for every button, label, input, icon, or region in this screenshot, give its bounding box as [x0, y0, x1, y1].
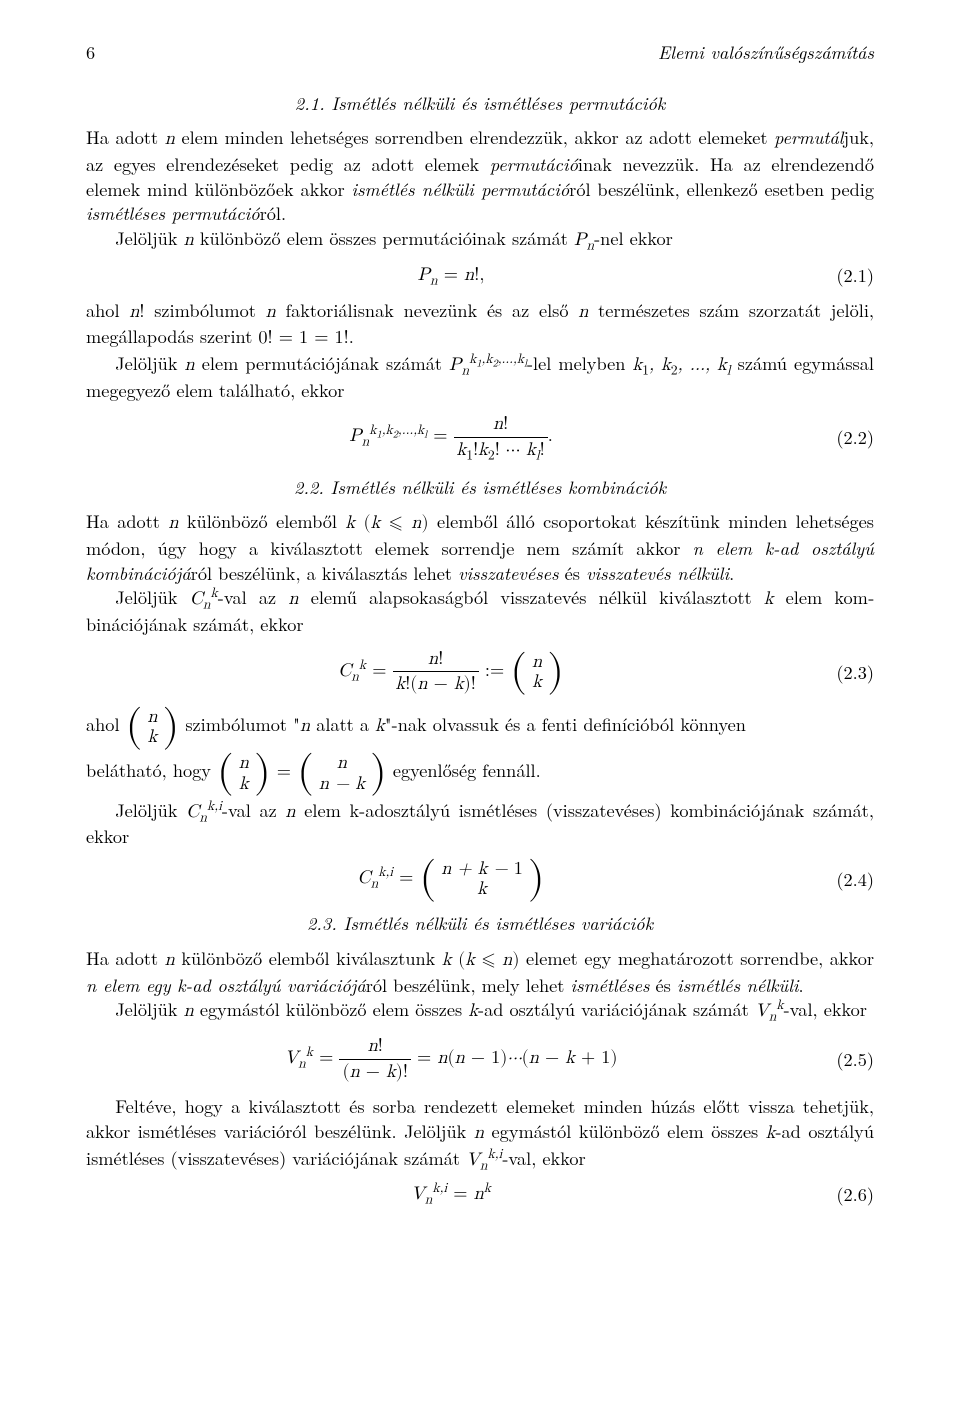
paragraph: Ha adott n elem minden lehetséges sorren…	[86, 125, 874, 226]
italic-term: ismétlés nélküli permutáció	[352, 176, 570, 202]
text: Ha adott	[86, 124, 165, 150]
text: Jelöljük	[115, 584, 189, 610]
text: "-nak olvassuk és a fenti definícióból k…	[385, 711, 746, 737]
page: 6 Elemi valószínűségszámítás 2.1. Ismétl…	[0, 0, 960, 1423]
text: elem permutációjának számát	[195, 350, 449, 376]
text: elemet egy meghatározott sorrendbe, akko…	[519, 945, 874, 971]
text: Jelöljük	[115, 350, 184, 376]
equation-2-1: Pn = n!, (2.1)	[86, 263, 874, 288]
section-title-2-2: 2.2. Ismétlés nélküli és ismétléses komb…	[86, 475, 874, 500]
paragraph: ahol n! szimbólumot n faktoriálisnak nev…	[86, 298, 874, 351]
text: és	[649, 972, 677, 998]
text: egymástól különböző elem összes	[194, 996, 469, 1022]
text: egyenlőség fennáll.	[393, 757, 541, 783]
paragraph: Jelöljük n különböző elem összes permutá…	[86, 226, 874, 253]
text: faktoriálisnak nevezünk és az első	[276, 297, 578, 323]
text: alatt a	[310, 711, 375, 737]
text: Jelöljük	[115, 225, 183, 251]
running-title: Elemi valószínűségszámítás	[658, 40, 874, 65]
text: szimbólumot	[145, 297, 266, 323]
italic-term: visszatevés nélküli	[586, 560, 729, 586]
text: belátható, hogy	[86, 757, 217, 783]
text: Jelöljük	[115, 996, 183, 1022]
text: ahol	[86, 297, 129, 323]
paragraph: Jelöljük Cnk,i-val az n elem k-adosztály…	[86, 798, 874, 849]
italic-term: per­mutál	[774, 124, 843, 150]
text: -lel melyben	[527, 350, 633, 376]
paragraph: Ha adott n különböző elemből k (k ⩽ n) e…	[86, 509, 874, 585]
italic-term: visszatevéses	[458, 560, 558, 586]
paragraph: belátható, hogy ( nk ) = ( nn − k ) egye…	[86, 753, 874, 793]
text: egymástól különböző elem összes	[484, 1118, 766, 1144]
paragraph: Jelöljük n egymástól különböző elem össz…	[86, 997, 874, 1024]
page-number: 6	[86, 40, 95, 65]
equation-number: (2.4)	[816, 867, 874, 892]
text: szimbólumot "	[185, 711, 300, 737]
section-title-2-3: 2.3. Ismétlés nélküli és ismétléses vari…	[86, 911, 874, 936]
running-header: 6 Elemi valószínűségszámítás	[86, 40, 874, 65]
section-title-2-1: 2.1. Ismétlés nélküli és ismétléses perm…	[86, 91, 874, 116]
equation-number: (2.2)	[816, 425, 874, 450]
equation-2-2: Pnk1,k2,…,kl = n! k1!k2! ⋯ kl! . (2.2)	[86, 412, 874, 462]
equation-number: (2.5)	[816, 1047, 874, 1072]
text: különböző elemből kiválasztunk	[175, 945, 442, 971]
text: Ha adott	[86, 508, 168, 534]
paragraph: Ha adott n különböző elemből kiválasztun…	[86, 946, 874, 997]
text: elem minden lehetséges sorrendben elrend…	[175, 124, 774, 150]
text: Ha adott	[86, 945, 165, 971]
text: elemű alapsokaságból visszatevés nélkül …	[299, 584, 764, 610]
text: különböző elem összes permutációinak szá…	[194, 225, 574, 251]
paragraph: ahol ( nk ) szimbólumot "n alatt a k"-na…	[86, 707, 874, 747]
text: -ad osztályú variációjának számát	[478, 996, 755, 1022]
text: -nel ekkor	[594, 225, 673, 251]
paragraph: Jelöljük n elem permutációjának számát P…	[86, 351, 874, 402]
italic-term: ismétléses	[570, 972, 649, 998]
text: -val az	[222, 797, 286, 823]
equation-2-3: Cnk = n! k!(n − k)! := ( nk ) (2.3)	[86, 647, 874, 697]
italic-term: ismétlés nélküli	[677, 972, 799, 998]
italic-term: permutáció	[490, 151, 578, 177]
paragraph: Feltéve, hogy a kiválasztott és sorba re…	[86, 1094, 874, 1172]
equation-number: (2.1)	[816, 263, 874, 288]
italic-term: n elem egy k-ad osztályú variációjá	[86, 972, 366, 998]
text: Jelöljük	[115, 797, 186, 823]
text: -val az	[218, 584, 289, 610]
text: -val, ekkor	[502, 1145, 585, 1171]
text: és	[559, 560, 587, 586]
text: különböző elemből	[179, 508, 346, 534]
text: ról.	[260, 200, 286, 226]
equation-number: (2.6)	[816, 1182, 874, 1207]
equation-2-4: Cnk,i = ( n + k − 1k ) (2.4)	[86, 859, 874, 899]
equation-number: (2.3)	[816, 660, 874, 685]
equation-2-5: Vnk = n! (n − k)! = n(n − 1)⋯(n − k + 1)…	[86, 1034, 874, 1084]
paragraph: Jelöljük Cnk-val az n elemű alapsokaságb…	[86, 585, 874, 636]
text: ahol	[86, 711, 126, 737]
italic-term: ismétléses permutáció	[86, 200, 260, 226]
text: ról beszélünk, ellenkező esetben pedig	[569, 176, 874, 202]
equation-2-6: Vnk,i = nk (2.6)	[86, 1182, 874, 1207]
text: -val, ekkor	[784, 996, 867, 1022]
text: ról beszélünk, mely lehet	[366, 972, 571, 998]
text: ról beszélünk, a kiválasztás lehet	[191, 560, 458, 586]
